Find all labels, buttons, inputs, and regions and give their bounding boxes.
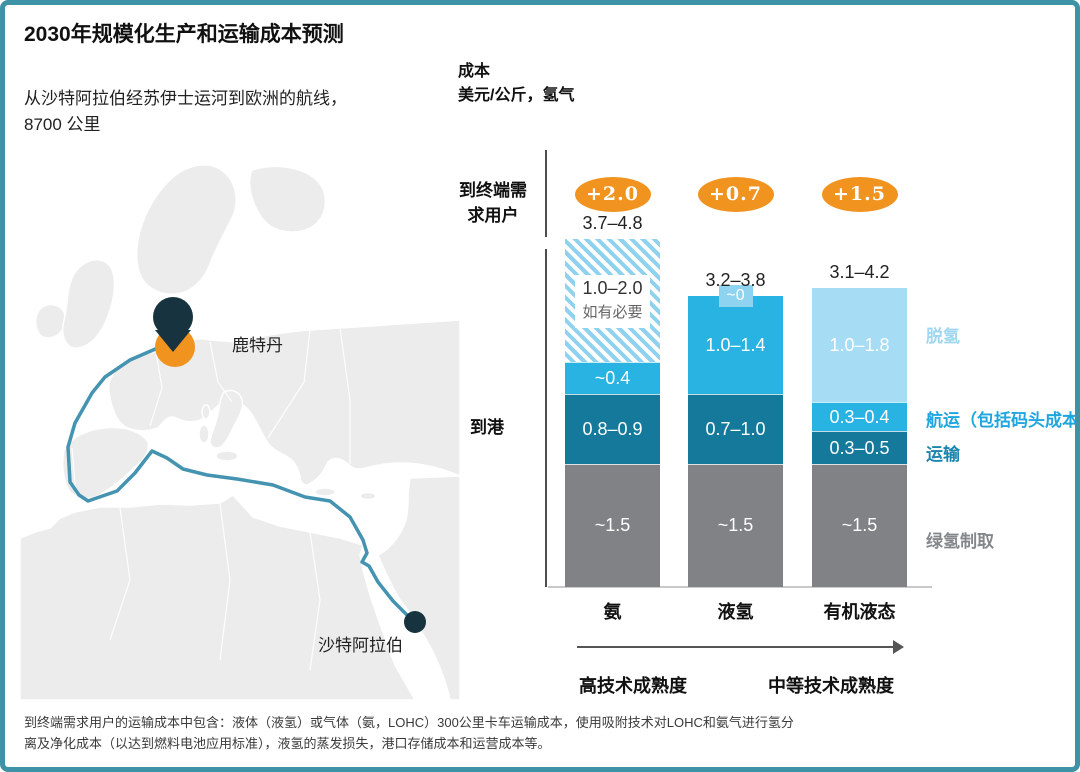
segment-value: 0.3–0.5 (829, 437, 890, 458)
category-label-液氢: 液氢 (717, 602, 754, 622)
segment-绿氢制取: ~1.5 (688, 463, 783, 587)
end-user-delta-badge-有机液态: +1.5 (821, 177, 898, 212)
segment-运输: 0.3–0.5 (812, 431, 907, 464)
x-axis-baseline (548, 586, 932, 588)
segment-value: 1.0–1.4 (705, 334, 766, 355)
bar-total-有机液态: 3.1–4.2 (829, 261, 890, 282)
y-axis-title: 成本 美元/公斤，氢气 (458, 60, 574, 108)
cost-label-line-1: 成本 (458, 63, 491, 80)
segment-脱氢: 1.0–2.0 如有必要 (565, 238, 660, 362)
row-label-to-end-user: 到终端需 求用户 (459, 181, 527, 225)
map-landmasses (20, 164, 460, 700)
footnote-line-1: 到终端需求用户的运输成本中包含：液体（液氢）或气体（氨，LOHC）300公里卡车… (24, 715, 794, 730)
segment-value: 0.7–1.0 (705, 419, 766, 440)
legend-item-运输: 运输 (926, 445, 960, 464)
segment-value: ~0.4 (594, 367, 631, 388)
subtitle-line-2: 8700 公里 (24, 115, 101, 134)
bar-有机液态: 1.0–1.8 0.3–0.4 0.3–0.5 ~1.5 (812, 287, 907, 587)
legend-item-绿氢制取: 绿氢制取 (926, 532, 994, 551)
segment-value: ~1.5 (841, 515, 878, 536)
footnote: 到终端需求用户的运输成本中包含：液体（液氢）或气体（氨，LOHC）300公里卡车… (24, 712, 1058, 754)
saudi-origin-dot-icon (404, 611, 426, 633)
footnote-line-2: 离及净化成本（以达到燃料电池应用标准），液氢的蒸发损失，港口存储成本和运营成本等… (24, 736, 551, 751)
rotterdam-pin-icon (153, 297, 193, 352)
cost-label-line-2: 美元/公斤，氢气 (458, 87, 575, 104)
route-subtitle: 从沙特阿拉伯经苏伊士运河到欧洲的航线， 8700 公里 (24, 86, 347, 138)
subtitle-line-1: 从沙特阿拉伯经苏伊士运河到欧洲的航线， (24, 89, 347, 108)
maturity-arrow-line (577, 646, 895, 648)
segment-value: 0.3–0.4 (829, 406, 890, 427)
bar-total-氨: 3.7–4.8 (582, 212, 643, 233)
segment-value: 0.8–0.9 (582, 419, 643, 440)
segment-value: 1.0–1.8 (829, 334, 890, 355)
maturity-label-high: 高技术成熟度 (579, 676, 687, 696)
category-label-有机液态: 有机液态 (823, 602, 896, 622)
segment-value: ~1.5 (594, 515, 631, 536)
segment-航运（包括码头成本）: 0.3–0.4 (812, 402, 907, 432)
row-label-to-port: 到港 (470, 418, 504, 437)
y-axis-lower-segment (545, 249, 547, 587)
segment-运输: 0.7–1.0 (688, 394, 783, 464)
segment-航运（包括码头成本）: 1.0–1.4 (688, 295, 783, 395)
y-axis-upper-segment (545, 150, 547, 237)
map-label-saudi: 沙特阿拉伯 (318, 636, 403, 655)
segment-运输: 0.8–0.9 (565, 394, 660, 464)
segment-脱氢: 1.0–1.8 (812, 287, 907, 403)
legend-item-脱氢: 脱氢 (926, 327, 960, 346)
segment-value: 1.0–2.0 (582, 277, 643, 298)
bar-氨: 1.0–2.0 如有必要 ~0.4 0.8–0.9 ~1.5 (565, 238, 660, 588)
category-label-氨: 氨 (603, 602, 622, 622)
shipping-route-line (66, 345, 410, 618)
legend-item-航运（包括码头成本）: 航运（包括码头成本） (926, 411, 1080, 430)
route-map (20, 164, 460, 700)
maturity-arrow-head-icon (893, 640, 904, 654)
segment-value: ~1.5 (717, 515, 754, 536)
segment-note: 如有必要 (582, 303, 643, 321)
segment-绿氢制取: ~1.5 (565, 463, 660, 587)
bar-液氢: 1.0–1.4 0.7–1.0 ~1.5 (688, 295, 783, 587)
segment-航运（包括码头成本）: ~0.4 (565, 361, 660, 395)
map-label-rotterdam: 鹿特丹 (232, 336, 283, 355)
end-user-delta-badge-氨: +2.0 (574, 177, 651, 212)
page-title: 2030年规模化生产和运输成本预测 (24, 23, 344, 46)
bar-total-液氢: 3.2–3.8 (705, 269, 766, 290)
optional-cost-box: 1.0–2.0 如有必要 (575, 274, 650, 328)
maturity-label-medium: 中等技术成熟度 (768, 676, 894, 696)
near-zero-tag-脱氢: ~0 (718, 284, 753, 307)
end-user-delta-badge-液氢: +0.7 (697, 177, 774, 212)
segment-绿氢制取: ~1.5 (812, 463, 907, 587)
